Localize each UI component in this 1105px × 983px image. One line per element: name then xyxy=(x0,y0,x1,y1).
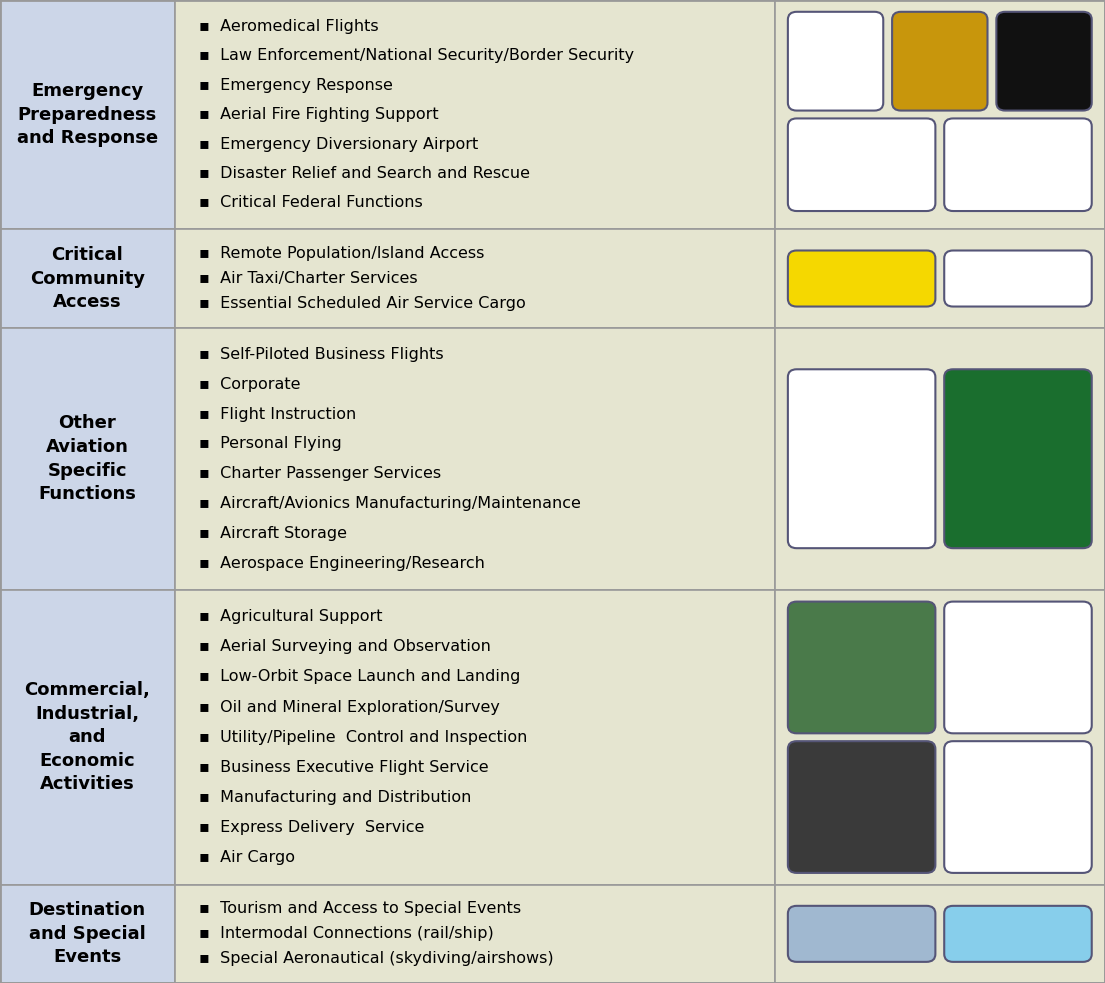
Bar xyxy=(775,0,1105,229)
Text: ▪  Self-Piloted Business Flights: ▪ Self-Piloted Business Flights xyxy=(199,347,443,362)
FancyBboxPatch shape xyxy=(945,118,1092,211)
Text: ▪  Aerial Surveying and Observation: ▪ Aerial Surveying and Observation xyxy=(199,639,491,655)
Bar xyxy=(0,590,175,885)
FancyBboxPatch shape xyxy=(788,906,935,961)
Text: ▪  Flight Instruction: ▪ Flight Instruction xyxy=(199,407,356,422)
Bar xyxy=(175,590,775,885)
Text: ▪  Critical Federal Functions: ▪ Critical Federal Functions xyxy=(199,196,422,210)
Text: Emergency
Preparedness
and Response: Emergency Preparedness and Response xyxy=(17,83,158,147)
FancyBboxPatch shape xyxy=(997,12,1092,110)
Text: Critical
Community
Access: Critical Community Access xyxy=(30,246,145,311)
Text: ▪  Aircraft Storage: ▪ Aircraft Storage xyxy=(199,526,347,541)
Text: ▪  Charter Passenger Services: ▪ Charter Passenger Services xyxy=(199,466,441,481)
Bar xyxy=(775,885,1105,983)
Bar xyxy=(175,0,775,229)
Text: ▪  Agricultural Support: ▪ Agricultural Support xyxy=(199,609,382,624)
Text: ▪  Aerospace Engineering/Research: ▪ Aerospace Engineering/Research xyxy=(199,555,485,570)
FancyBboxPatch shape xyxy=(788,118,935,211)
Text: ▪  Disaster Relief and Search and Rescue: ▪ Disaster Relief and Search and Rescue xyxy=(199,166,530,181)
Text: ▪  Emergency Diversionary Airport: ▪ Emergency Diversionary Airport xyxy=(199,137,478,151)
Text: ▪  Aircraft/Avionics Manufacturing/Maintenance: ▪ Aircraft/Avionics Manufacturing/Mainte… xyxy=(199,496,581,511)
Text: ▪  Essential Scheduled Air Service Cargo: ▪ Essential Scheduled Air Service Cargo xyxy=(199,296,526,311)
Bar xyxy=(775,327,1105,590)
FancyBboxPatch shape xyxy=(788,12,883,110)
Bar xyxy=(175,229,775,327)
Text: ▪  Oil and Mineral Exploration/Survey: ▪ Oil and Mineral Exploration/Survey xyxy=(199,700,499,715)
Text: ▪  Special Aeronautical (skydiving/airshows): ▪ Special Aeronautical (skydiving/airsho… xyxy=(199,952,554,966)
Text: ▪  Aeromedical Flights: ▪ Aeromedical Flights xyxy=(199,19,379,34)
FancyBboxPatch shape xyxy=(945,251,1092,307)
FancyBboxPatch shape xyxy=(892,12,988,110)
FancyBboxPatch shape xyxy=(788,741,935,873)
Text: ▪  Corporate: ▪ Corporate xyxy=(199,376,301,391)
Bar xyxy=(0,885,175,983)
FancyBboxPatch shape xyxy=(788,370,935,549)
Text: ▪  Personal Flying: ▪ Personal Flying xyxy=(199,436,341,451)
Text: ▪  Utility/Pipeline  Control and Inspection: ▪ Utility/Pipeline Control and Inspectio… xyxy=(199,729,527,745)
FancyBboxPatch shape xyxy=(945,741,1092,873)
FancyBboxPatch shape xyxy=(788,251,935,307)
Bar xyxy=(175,885,775,983)
Text: ▪  Air Cargo: ▪ Air Cargo xyxy=(199,850,295,865)
Text: Commercial,
Industrial,
and
Economic
Activities: Commercial, Industrial, and Economic Act… xyxy=(24,681,150,793)
FancyBboxPatch shape xyxy=(945,906,1092,961)
Text: ▪  Aerial Fire Fighting Support: ▪ Aerial Fire Fighting Support xyxy=(199,107,439,122)
Bar xyxy=(175,327,775,590)
Text: Destination
and Special
Events: Destination and Special Events xyxy=(29,901,146,966)
FancyBboxPatch shape xyxy=(788,602,935,733)
Text: ▪  Air Taxi/Charter Services: ▪ Air Taxi/Charter Services xyxy=(199,271,418,286)
Text: ▪  Express Delivery  Service: ▪ Express Delivery Service xyxy=(199,820,424,836)
Text: ▪  Emergency Response: ▪ Emergency Response xyxy=(199,78,392,92)
Text: ▪  Low-Orbit Space Launch and Landing: ▪ Low-Orbit Space Launch and Landing xyxy=(199,669,520,684)
Text: ▪  Remote Population/Island Access: ▪ Remote Population/Island Access xyxy=(199,246,484,261)
Bar xyxy=(0,0,175,229)
Text: ▪  Manufacturing and Distribution: ▪ Manufacturing and Distribution xyxy=(199,790,471,805)
Text: ▪  Law Enforcement/National Security/Border Security: ▪ Law Enforcement/National Security/Bord… xyxy=(199,48,634,63)
Bar xyxy=(0,229,175,327)
FancyBboxPatch shape xyxy=(945,602,1092,733)
Text: ▪  Tourism and Access to Special Events: ▪ Tourism and Access to Special Events xyxy=(199,901,522,916)
Bar xyxy=(775,229,1105,327)
Bar xyxy=(775,590,1105,885)
Bar xyxy=(0,327,175,590)
Text: ▪  Intermodal Connections (rail/ship): ▪ Intermodal Connections (rail/ship) xyxy=(199,926,494,942)
FancyBboxPatch shape xyxy=(945,370,1092,549)
Text: Other
Aviation
Specific
Functions: Other Aviation Specific Functions xyxy=(39,414,136,503)
Text: ▪  Business Executive Flight Service: ▪ Business Executive Flight Service xyxy=(199,760,488,775)
